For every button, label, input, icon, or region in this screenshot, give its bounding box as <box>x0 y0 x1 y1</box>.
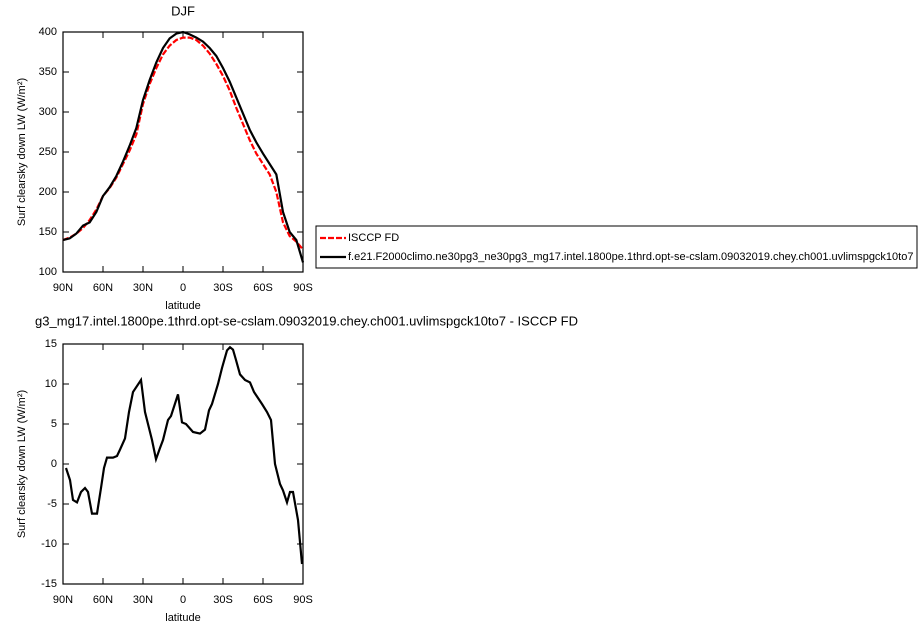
y-tick-label: 5 <box>51 418 57 430</box>
y-tick-label: 300 <box>39 106 57 118</box>
y-tick-label: -10 <box>41 538 57 550</box>
y-axis-label: Surf clearsky down LW (W/m²) <box>16 78 28 226</box>
chart-title: DJF <box>171 3 195 18</box>
data-line <box>62 36 304 251</box>
y-tick-label: 0 <box>51 458 57 470</box>
plot-frame <box>62 31 304 273</box>
x-tick-label: 60N <box>93 282 113 294</box>
plot-frame <box>62 343 304 585</box>
x-tick-label: 30S <box>213 282 233 294</box>
x-tick-label: 90S <box>293 594 313 606</box>
legend-label: ISCCP FD <box>348 232 399 244</box>
y-axis-label: Surf clearsky down LW (W/m²) <box>16 390 28 538</box>
y-tick-label: 200 <box>39 186 57 198</box>
x-tick-label: 0 <box>180 282 186 294</box>
x-tick-label: 0 <box>180 594 186 606</box>
legend-label: f.e21.F2000climo.ne30pg3_ne30pg3_mg17.in… <box>348 251 913 263</box>
x-tick-label: 90N <box>53 594 73 606</box>
legend-box <box>315 225 918 269</box>
x-tick-label: 90N <box>53 282 73 294</box>
y-tick-label: 400 <box>39 26 57 38</box>
chart-title: g3_mg17.intel.1800pe.1thrd.opt-se-cslam.… <box>35 313 578 328</box>
x-tick-label: 90S <box>293 282 313 294</box>
data-line <box>62 30 305 263</box>
x-tick-label: 30N <box>133 594 153 606</box>
y-tick-label: 150 <box>39 226 57 238</box>
y-tick-label: -5 <box>47 498 57 510</box>
x-axis-label: latitude <box>165 612 200 624</box>
x-axis-label: latitude <box>165 300 200 312</box>
y-tick-label: 350 <box>39 66 57 78</box>
data-line <box>64 345 304 565</box>
y-tick-label: 15 <box>45 338 57 350</box>
y-tick-label: 250 <box>39 146 57 158</box>
x-tick-label: 60S <box>253 282 273 294</box>
y-tick-label: -15 <box>41 578 57 590</box>
x-tick-label: 30N <box>133 282 153 294</box>
x-tick-label: 60S <box>253 594 273 606</box>
y-tick-label: 10 <box>45 378 57 390</box>
y-tick-label: 100 <box>39 266 57 278</box>
x-tick-label: 30S <box>213 594 233 606</box>
x-tick-label: 60N <box>93 594 113 606</box>
